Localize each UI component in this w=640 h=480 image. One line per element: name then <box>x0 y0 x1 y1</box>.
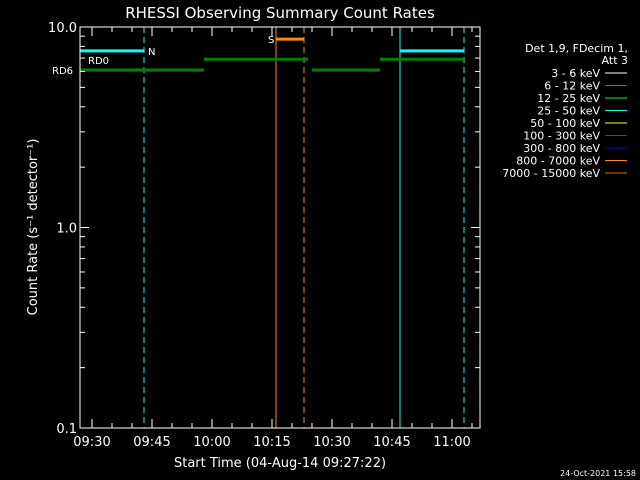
chart-title: RHESSI Observing Summary Count Rates <box>125 4 435 22</box>
x-tick-label: 10:00 <box>193 435 230 450</box>
legend-entry-label: 12 - 25 keV <box>537 92 600 105</box>
annotation-n: N <box>148 47 155 58</box>
legend-entry-label: 3 - 6 keV <box>551 67 600 80</box>
axes: 0.1 1.0 10.0 09:30 09:45 10:00 10:15 10:30 10:45… <box>48 21 481 450</box>
legend-entry-label: 7000 - 15000 keV <box>502 167 600 180</box>
legend-entry-label: 300 - 800 keV <box>523 142 600 155</box>
x-tick-label: 09:30 <box>73 435 110 450</box>
y-axis-label: Count Rate (s⁻¹ detector⁻¹) <box>26 139 41 316</box>
annotation-rd0: RD0 <box>88 56 109 67</box>
plot-area: N S RD0 RD6 <box>52 27 465 428</box>
x-tick-label: 10:15 <box>253 435 290 450</box>
footer-timestamp: 24-Oct-2021 15:58 <box>560 469 636 478</box>
y-tick-label: 0.1 <box>56 422 77 437</box>
annotation-s: S <box>268 35 274 46</box>
legend-entry-label: 50 - 100 keV <box>530 117 600 130</box>
x-tick-label: 10:30 <box>313 435 350 450</box>
legend-entry-label: 6 - 12 keV <box>544 80 600 93</box>
x-tick-label: 09:45 <box>133 435 170 450</box>
legend-entry-label: 100 - 300 keV <box>523 130 600 143</box>
x-tick-label: 10:45 <box>373 435 410 450</box>
y-tick-label: 1.0 <box>56 222 77 237</box>
legend-entry-label: 25 - 50 keV <box>537 105 600 118</box>
legend-header: Det 1,9, FDecim 1, <box>525 42 628 55</box>
legend-entry-label: 800 - 7000 keV <box>516 155 600 168</box>
legend-header: Att 3 <box>602 54 628 67</box>
annotation-rd6: RD6 <box>52 66 73 77</box>
y-tick-label: 10.0 <box>48 21 77 36</box>
x-tick-label: 11:00 <box>433 435 470 450</box>
x-axis-label: Start Time (04-Aug-14 09:27:22) <box>174 456 386 471</box>
